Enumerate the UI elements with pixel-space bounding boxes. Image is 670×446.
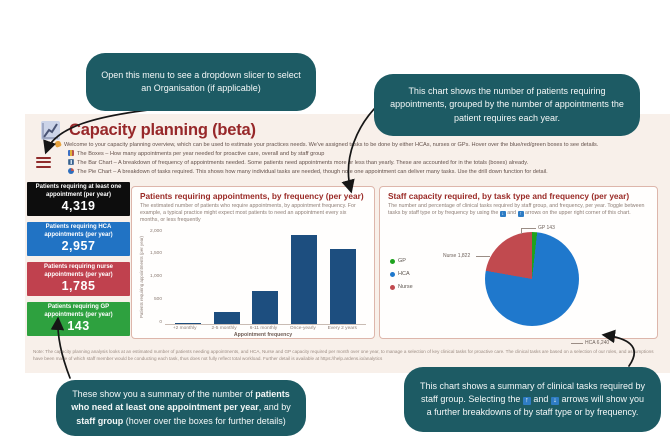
pie-chart-body: GP HCA Nurse GP 143 Nurse 1,822 [388,218,649,346]
wave-icon [55,141,62,148]
kpi-card-nurse-patients[interactable]: Patients requiring nurse appointments (p… [27,262,130,296]
bar-chart-title: Patients requiring appointments, by freq… [140,191,364,201]
callout-pie-text: This chart shows a summary of clinical t… [419,380,646,418]
nurse-legend-dot [390,284,395,290]
callout-menu: Open this menu to see a dropdown slicer … [86,53,316,111]
callout-kpi-text: These show you a summary of the number o… [71,389,291,426]
bar-chart-y-ticks: 2,000 1,500 1,000 500 0 [149,228,162,325]
bar-6-11 monthly[interactable] [252,291,279,324]
gp-leader-line-v [521,228,522,235]
drill-down-icon[interactable]: ↓ [499,210,506,217]
kpi-label: Patients requiring GP appointments (per … [44,304,113,318]
pie-label-gp: GP 143 [538,225,555,232]
kpi-value: 4,319 [61,199,96,213]
bar-chart-y-axis-title: Patients requiring appointments (per yea… [139,235,144,318]
legend-item-gp: GP [390,258,413,264]
callout-menu-text: Open this menu to see a dropdown slicer … [101,69,301,93]
intro-pie-chart-line: The Pie Chart – A breakdown of tasks req… [68,168,655,177]
pie-chart-subtitle: The number and percentage of clinical ta… [388,203,645,217]
intro-welcome-line: Welcome to your capacity planning overvi… [55,141,655,150]
line-chart-logo-icon [41,121,60,140]
hamburger-menu-button[interactable] [36,154,51,170]
drill-up-icon[interactable]: ↑ [517,210,524,217]
kpi-label: Patients requiring at least one appointm… [35,184,122,198]
kpi-value: 2,957 [61,239,96,253]
dashboard-footnote: Note: The capacity planning analysis loo… [33,349,654,362]
callout-kpi-boxes: These show you a summary of the number o… [56,380,306,436]
bar-chart-x-axis-title: Appointment frequency [233,331,293,338]
kpi-label: Patients requiring HCA appointments (per… [44,224,113,238]
gp-legend-dot [390,258,395,264]
bar-Every 2 years[interactable] [329,248,356,324]
pie-label-nurse: Nurse 1,822 [443,253,471,260]
bar-chart-subtitle: The estimated number of patients who req… [140,203,356,224]
kpi-card-hca-patients[interactable]: Patients requiring HCA appointments (per… [27,222,130,256]
kpi-value: 1,785 [61,279,96,293]
pie-chart-panel[interactable]: Staff capacity required, by task type an… [379,186,658,346]
hca-leader-line [571,343,583,345]
pie-legend: GP HCA Nurse [390,258,413,297]
drill-down-icon: ↓ [550,397,559,406]
callout-bar-chart-text: This chart shows the number of patients … [390,86,624,123]
kpi-value: 143 [67,319,90,333]
nurse-leader-line [476,256,490,258]
bar-2-5 monthly[interactable] [213,311,240,324]
legend-item-hca: HCA [390,271,413,277]
bar-chart-x-labels: +2 monthly 2-5 monthly 6-11 monthly Once-ye… [172,325,357,331]
page-title: Capacity planning (beta) [69,121,256,139]
intro-boxes-line: The Boxes – How many appointments per ye… [68,150,655,159]
drill-up-icon: ↑ [522,397,531,406]
callout-bar-chart: This chart shows the number of patients … [374,74,640,136]
boxes-icon [68,150,74,157]
gp-leader-line [521,228,536,230]
bar-plot[interactable] [165,229,366,325]
bar-chart-icon [68,159,74,166]
bar-Once-yearly[interactable] [291,235,318,324]
pie-label-hca: HCA 6,240 [585,340,610,347]
capacity-planning-dashboard: Capacity planning (beta) Welcome to your… [25,114,670,373]
pie-chart[interactable] [485,232,579,327]
callout-pie-chart: This chart shows a summary of clinical t… [404,367,661,432]
kpi-column: Patients requiring at least one appointm… [27,182,130,342]
intro-bar-chart-line: The Bar Chart – A breakdown of frequency… [68,159,655,168]
pie-chart-icon [68,168,74,175]
kpi-card-gp-patients[interactable]: Patients requiring GP appointments (per … [27,302,130,336]
hca-legend-dot [390,271,395,277]
intro-text-block: Welcome to your capacity planning overvi… [55,141,655,177]
bar-+2 monthly[interactable] [175,322,202,324]
pie-chart-title: Staff capacity required, by task type an… [388,191,630,201]
bar-chart-panel[interactable]: Patients requiring appointments, by freq… [131,186,375,339]
kpi-card-total-patients[interactable]: Patients requiring at least one appointm… [27,182,130,216]
legend-item-nurse: Nurse [390,284,413,290]
kpi-label: Patients requiring nurse appointments (p… [43,264,113,278]
